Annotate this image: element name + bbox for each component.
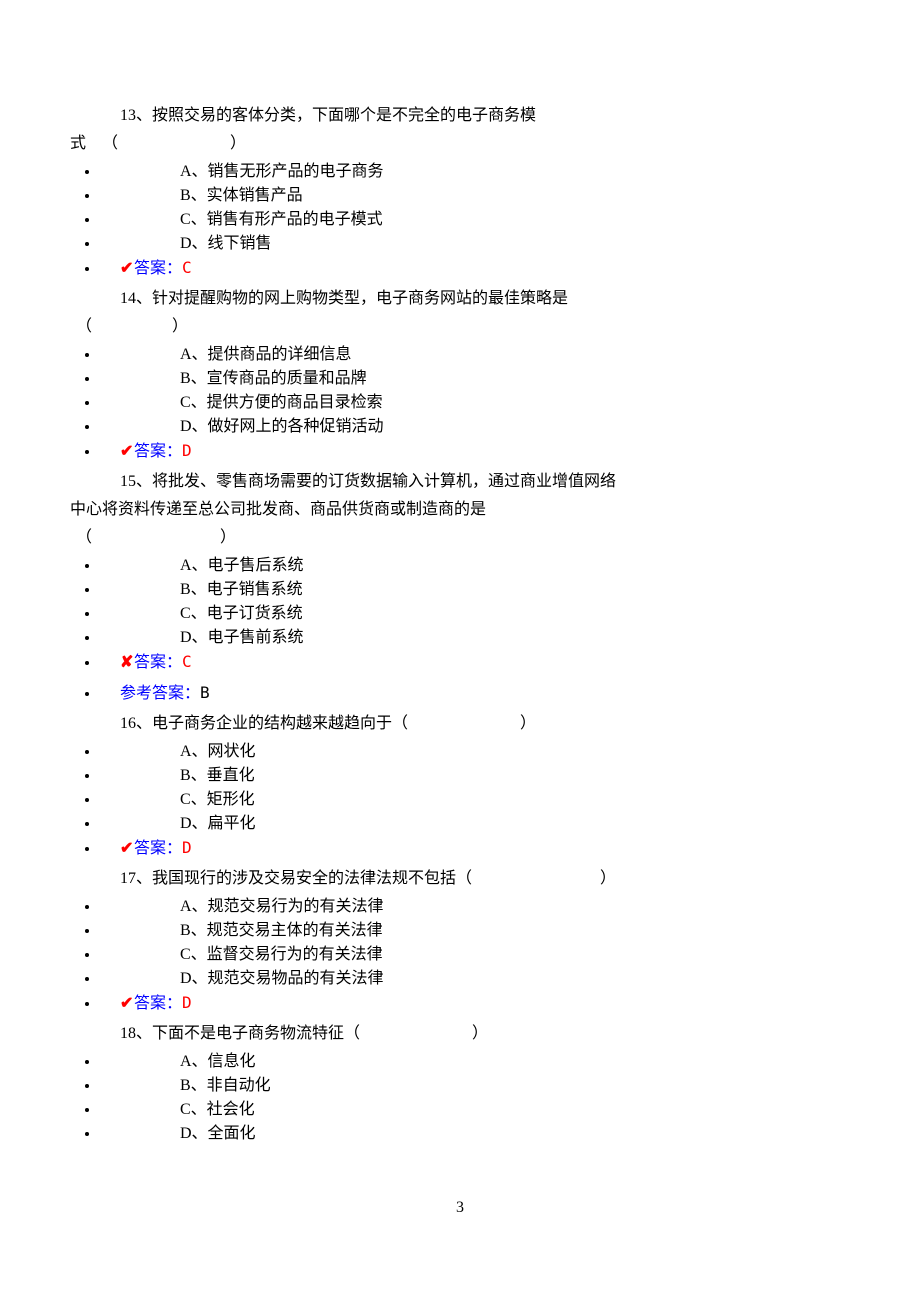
question-15-stem-line3: （ ） — [76, 526, 850, 550]
check-icon: ✔ — [120, 440, 134, 464]
option-text: B、电子销售系统 — [120, 578, 303, 602]
answer-label: 答案： — [134, 654, 182, 671]
answer-label: 答案： — [134, 995, 182, 1012]
question-14-stem-line1: 14、针对提醒购物的网上购物类型，电子商务网站的最佳策略是 — [120, 287, 850, 311]
option-text: D、做好网上的各种促销活动 — [120, 415, 384, 439]
option: C、电子订货系统 — [100, 602, 850, 626]
reference-answer-letter: B — [200, 683, 210, 702]
option: C、提供方便的商品目录检索 — [100, 391, 850, 415]
answer-line: ✘答案：C — [100, 650, 850, 675]
option: C、监督交易行为的有关法律 — [100, 943, 850, 967]
option: A、网状化 — [100, 740, 850, 764]
question-15-options: A、电子售后系统 B、电子销售系统 C、电子订货系统 D、电子售前系统 — [70, 554, 850, 650]
option-text: C、监督交易行为的有关法律 — [120, 943, 383, 967]
question-15-reference-answer: 参考答案：B — [70, 681, 850, 706]
option-text: C、矩形化 — [120, 788, 255, 812]
answer-letter: C — [182, 258, 192, 277]
option: A、信息化 — [100, 1050, 850, 1074]
option-text: D、线下销售 — [120, 232, 272, 256]
question-16-stem: 16、电子商务企业的结构越来越趋向于（ ） — [120, 712, 850, 736]
option-text: D、电子售前系统 — [120, 626, 304, 650]
option-text: A、电子售后系统 — [120, 554, 304, 578]
option-text: C、提供方便的商品目录检索 — [120, 391, 383, 415]
option-text: A、销售无形产品的电子商务 — [120, 160, 384, 184]
option: B、垂直化 — [100, 764, 850, 788]
option-text: B、实体销售产品 — [120, 184, 303, 208]
option-text: D、扁平化 — [120, 812, 256, 836]
option: A、销售无形产品的电子商务 — [100, 160, 850, 184]
question-14-answer: ✔答案：D — [70, 439, 850, 464]
question-16-answer: ✔答案：D — [70, 836, 850, 861]
option-text: D、全面化 — [120, 1122, 256, 1146]
option-text: B、垂直化 — [120, 764, 255, 788]
answer-label: 答案： — [134, 260, 182, 277]
cross-icon: ✘ — [120, 651, 134, 675]
question-13-answer: ✔答案：C — [70, 256, 850, 281]
answer-letter: D — [182, 838, 192, 857]
question-18-stem: 18、下面不是电子商务物流特征（ ） — [120, 1022, 850, 1046]
option: D、规范交易物品的有关法律 — [100, 967, 850, 991]
option: B、宣传商品的质量和品牌 — [100, 367, 850, 391]
option-text: D、规范交易物品的有关法律 — [120, 967, 384, 991]
reference-answer-line: 参考答案：B — [100, 681, 850, 706]
option: D、线下销售 — [100, 232, 850, 256]
question-17-options: A、规范交易行为的有关法律 B、规范交易主体的有关法律 C、监督交易行为的有关法… — [70, 895, 850, 991]
option: A、提供商品的详细信息 — [100, 343, 850, 367]
option: B、非自动化 — [100, 1074, 850, 1098]
question-13-stem-line2: 式 （ ） — [70, 132, 850, 156]
answer-line: ✔答案：D — [100, 439, 850, 464]
option: A、电子售后系统 — [100, 554, 850, 578]
option-text: B、宣传商品的质量和品牌 — [120, 367, 367, 391]
answer-letter: D — [182, 993, 192, 1012]
answer-letter: C — [182, 652, 192, 671]
page-number: 3 — [70, 1196, 850, 1220]
question-17-stem: 17、我国现行的涉及交易安全的法律法规不包括（ ） — [120, 867, 850, 891]
option: C、矩形化 — [100, 788, 850, 812]
option-text: B、非自动化 — [120, 1074, 271, 1098]
answer-label: 答案： — [134, 443, 182, 460]
option-text: A、信息化 — [120, 1050, 256, 1074]
question-15-answer: ✘答案：C — [70, 650, 850, 675]
answer-letter: D — [182, 441, 192, 460]
check-icon: ✔ — [120, 837, 134, 861]
question-18-options: A、信息化 B、非自动化 C、社会化 D、全面化 — [70, 1050, 850, 1146]
question-15-stem-line2: 中心将资料传递至总公司批发商、商品供货商或制造商的是 — [70, 498, 850, 522]
option-text: A、规范交易行为的有关法律 — [120, 895, 384, 919]
option: D、扁平化 — [100, 812, 850, 836]
option: B、实体销售产品 — [100, 184, 850, 208]
option-text: C、电子订货系统 — [120, 602, 303, 626]
answer-line: ✔答案：D — [100, 836, 850, 861]
question-13-stem-line1: 13、按照交易的客体分类，下面哪个是不完全的电子商务模 — [120, 104, 850, 128]
option-text: A、提供商品的详细信息 — [120, 343, 352, 367]
answer-label: 答案： — [134, 840, 182, 857]
check-icon: ✔ — [120, 257, 134, 281]
option-text: C、社会化 — [120, 1098, 255, 1122]
option: D、全面化 — [100, 1122, 850, 1146]
reference-answer-label: 参考答案： — [120, 685, 200, 702]
option: C、社会化 — [100, 1098, 850, 1122]
question-15-stem-line1: 15、将批发、零售商场需要的订货数据输入计算机，通过商业增值网络 — [120, 470, 850, 494]
option: D、电子售前系统 — [100, 626, 850, 650]
answer-line: ✔答案：C — [100, 256, 850, 281]
question-16-options: A、网状化 B、垂直化 C、矩形化 D、扁平化 — [70, 740, 850, 836]
option-text: B、规范交易主体的有关法律 — [120, 919, 383, 943]
option: A、规范交易行为的有关法律 — [100, 895, 850, 919]
question-17-answer: ✔答案：D — [70, 991, 850, 1016]
option-text: C、销售有形产品的电子模式 — [120, 208, 383, 232]
question-14-options: A、提供商品的详细信息 B、宣传商品的质量和品牌 C、提供方便的商品目录检索 D… — [70, 343, 850, 439]
option: B、规范交易主体的有关法律 — [100, 919, 850, 943]
question-13-options: A、销售无形产品的电子商务 B、实体销售产品 C、销售有形产品的电子模式 D、线… — [70, 160, 850, 256]
question-14-stem-line2: （ ） — [76, 315, 850, 339]
option: B、电子销售系统 — [100, 578, 850, 602]
option: C、销售有形产品的电子模式 — [100, 208, 850, 232]
check-icon: ✔ — [120, 992, 134, 1016]
option: D、做好网上的各种促销活动 — [100, 415, 850, 439]
option-text: A、网状化 — [120, 740, 256, 764]
answer-line: ✔答案：D — [100, 991, 850, 1016]
